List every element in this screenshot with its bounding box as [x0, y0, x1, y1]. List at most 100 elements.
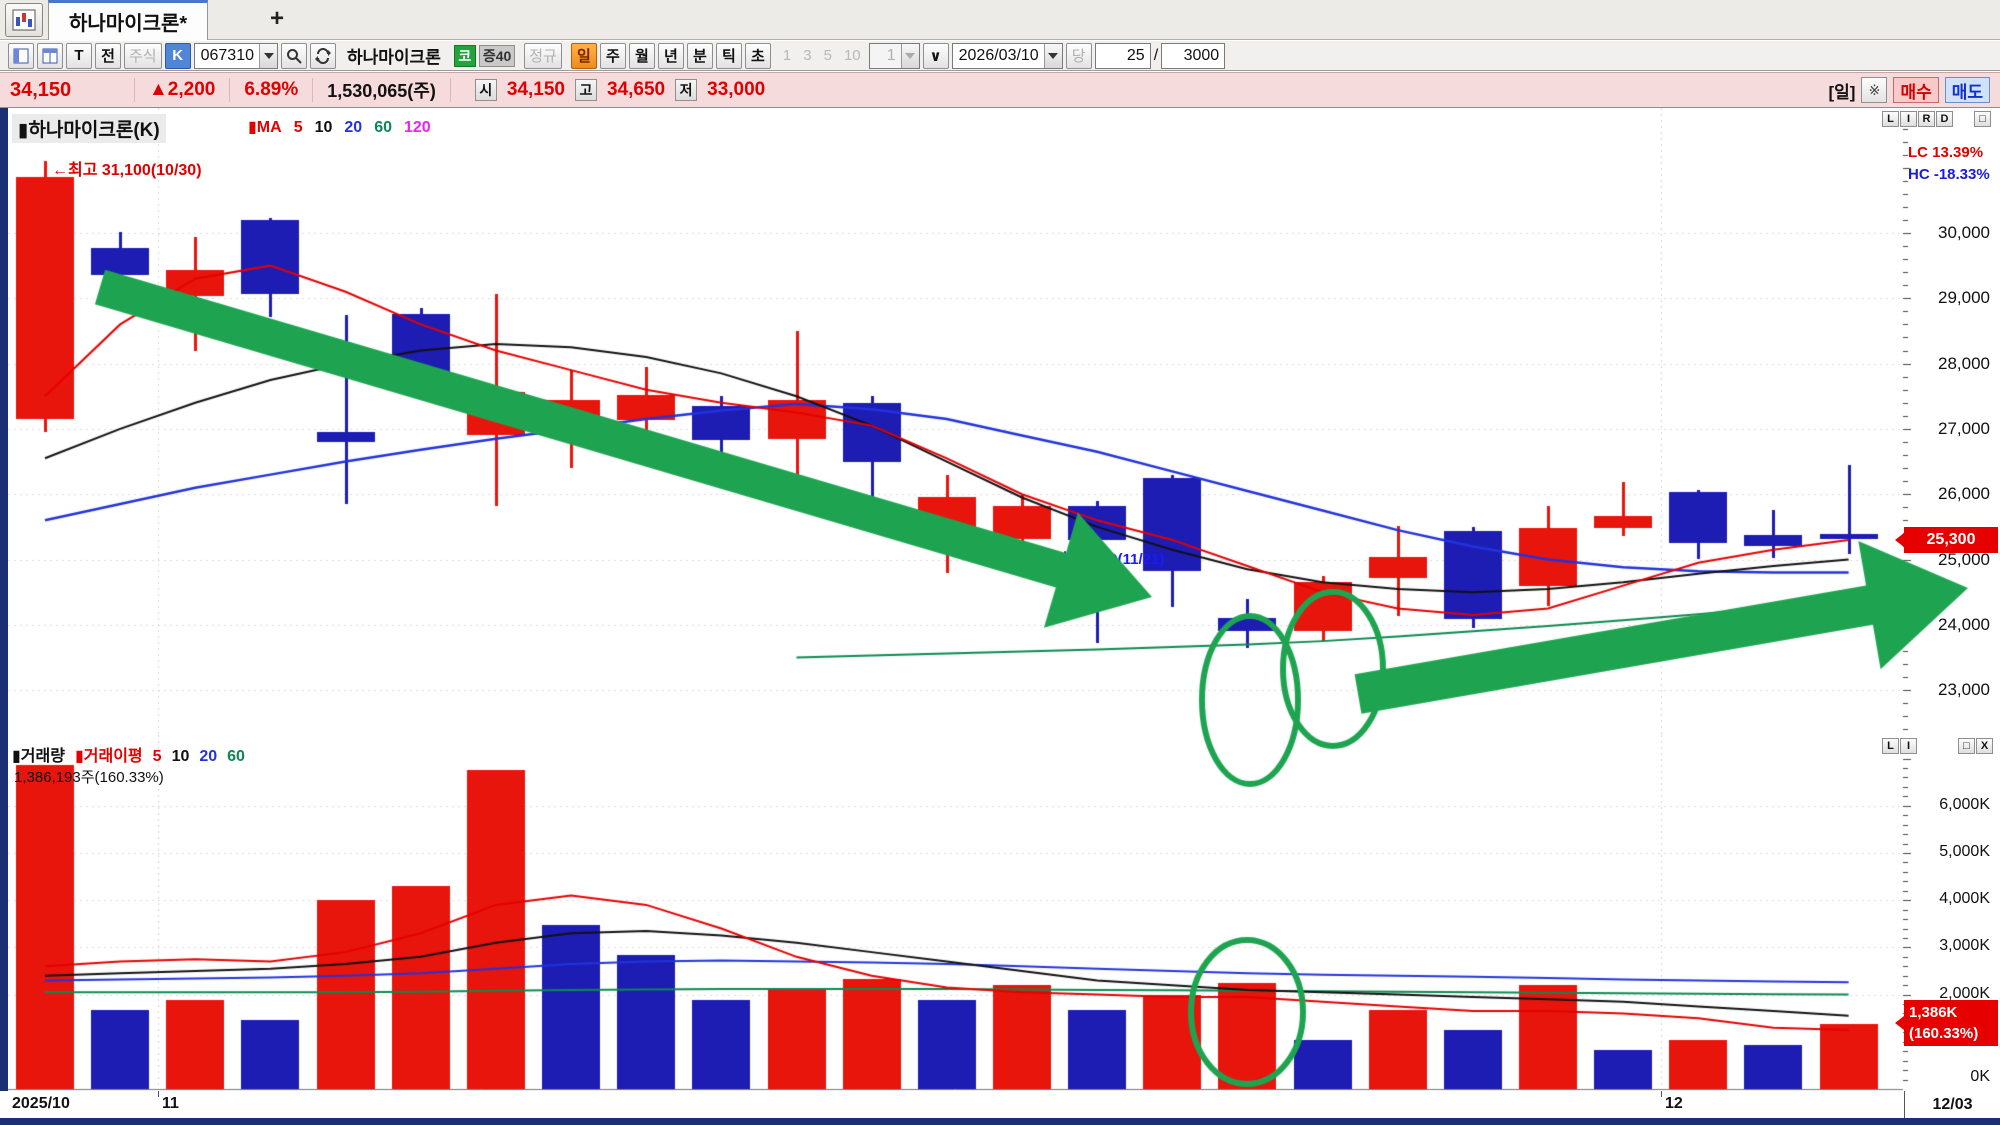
corner-button-d[interactable]: D — [1936, 111, 1953, 127]
chart-app-icon[interactable] — [5, 3, 43, 37]
dropdown-arrow-icon[interactable] — [900, 43, 919, 68]
badge-arrow-icon — [1895, 533, 1904, 547]
ma-period-5: 5 — [293, 119, 303, 136]
stock-code-value: 067310 — [200, 46, 254, 64]
window-bottom-edge — [0, 1118, 2000, 1125]
tab-title: 하나마이크론* — [69, 13, 188, 35]
layout-left-icon[interactable] — [8, 42, 34, 69]
check-button[interactable]: ∨ — [922, 42, 949, 69]
minute-number-group: 1 3 5 10 — [778, 47, 866, 64]
period-button-초[interactable]: 초 — [744, 42, 771, 69]
price-tick-24000: 24,000 — [1938, 614, 1990, 634]
minute-option-3[interactable]: 3 — [803, 47, 812, 64]
volume-ma-period-20: 20 — [199, 748, 218, 765]
price-tick-26000: 26,000 — [1938, 484, 1990, 504]
volume-summary: 1,386,193주(160.33%) — [14, 769, 164, 786]
interval-tag: [일] — [1828, 82, 1856, 102]
last-date-label: 12/03 — [1904, 1091, 2000, 1118]
open-price: 34,150 — [506, 79, 565, 100]
k-chart-button[interactable]: K — [164, 42, 191, 69]
traded-volume: 1,530,065(주) — [327, 81, 436, 101]
volume-axis-badge: 1,386K (160.33%) — [1895, 1000, 1998, 1046]
date-picker[interactable]: 2026/03/10 — [951, 42, 1063, 69]
corner-button-i[interactable]: I — [1900, 111, 1917, 127]
tab-stock-chart[interactable]: 하나마이크론* — [48, 0, 209, 40]
period-button-월[interactable]: 월 — [628, 42, 655, 69]
ma-period-120: 120 — [403, 119, 431, 136]
price-change-pct: 6.89% — [244, 79, 299, 100]
regular-session-button[interactable]: 정규 — [524, 42, 562, 69]
price-tick-30000: 30,000 — [1938, 223, 1990, 242]
current-price: 34,150 — [10, 78, 72, 101]
volume-tick-0: 0K — [1970, 1068, 1990, 1085]
current-price-axis-badge: 25,300 — [1895, 527, 1998, 553]
minute-option-1[interactable]: 1 — [782, 47, 792, 64]
low-price: 33,000 — [707, 79, 766, 100]
volume-tick-5000: 5,000K — [1939, 843, 1990, 860]
sell-button[interactable]: 매도 — [1944, 77, 1990, 103]
price-bar-right-group: [일] ※ 매수 매도 — [1828, 77, 1990, 103]
stock-type-button[interactable]: 주식 — [124, 42, 162, 69]
ma-period-10: 10 — [314, 119, 333, 136]
dang-button[interactable]: 당 — [1065, 42, 1092, 69]
stock-name: 하나마이크론 — [347, 48, 441, 67]
price-chart-canvas[interactable] — [8, 108, 2000, 735]
slash-separator: / — [1153, 46, 1159, 64]
volume-badge-value: 1,386K — [1909, 1004, 1958, 1021]
volume-chart-canvas[interactable] — [8, 735, 2000, 1091]
bar-count-input[interactable] — [1094, 42, 1151, 69]
period-button-틱[interactable]: 틱 — [715, 42, 742, 69]
refresh-icon — [315, 47, 331, 64]
close-icon[interactable]: X — [1976, 738, 1993, 754]
dropdown-arrow-icon[interactable] — [1043, 43, 1062, 68]
minute-combo[interactable]: 1 — [868, 42, 920, 69]
period-button-년[interactable]: 년 — [657, 42, 684, 69]
highest-price-annotation: ←최고 31,100(10/30) — [52, 162, 202, 179]
stock-code-combo[interactable]: 067310 — [193, 42, 278, 69]
refresh-button[interactable] — [310, 42, 336, 69]
search-icon — [287, 48, 302, 64]
date-axis-bar: 12/03 2025/10 11 12 — [0, 1091, 2000, 1118]
margin-badge: 증40 — [478, 44, 516, 67]
ma-period-60: 60 — [374, 119, 392, 136]
search-button[interactable] — [281, 42, 307, 69]
volume-ma-legend-label: ▮거래이평 — [74, 748, 143, 765]
layout-grid-icon[interactable] — [37, 42, 63, 69]
period-day-button[interactable]: 일 — [570, 42, 597, 69]
date-label-12: 12 — [1665, 1095, 1683, 1112]
minute-option-5[interactable]: 5 — [823, 47, 832, 64]
previous-button[interactable]: 전 — [95, 42, 121, 69]
new-tab-button[interactable]: + — [269, 5, 284, 32]
tab-bar: 하나마이크론* + — [0, 0, 2000, 40]
volume-tick-6000: 6,000K — [1939, 795, 1990, 813]
month-tick — [1661, 1091, 1662, 1097]
maximize-icon[interactable]: □ — [1974, 111, 1991, 127]
corner-button-l[interactable]: L — [1882, 738, 1899, 754]
chart-settings-button[interactable]: ※ — [1861, 77, 1888, 103]
period-button-주[interactable]: 주 — [599, 42, 626, 69]
volume-tick-4000: 4,000K — [1939, 890, 1990, 908]
price-tick-29000: 29,000 — [1938, 288, 1990, 308]
date-value: 2026/03/10 — [958, 46, 1039, 64]
buy-button[interactable]: 매수 — [1893, 77, 1939, 103]
volume-ma-period-60: 60 — [227, 748, 245, 765]
window-left-edge — [0, 108, 8, 1118]
month-tick — [158, 1091, 159, 1097]
text-tool-button[interactable]: T — [66, 42, 92, 69]
total-count-input[interactable] — [1161, 42, 1226, 69]
lowest-price-annotation: 최저 23,650(11/21) — [1040, 551, 1165, 568]
grid-pane-icon — [42, 48, 58, 63]
corner-button-l[interactable]: L — [1882, 111, 1899, 127]
period-button-분[interactable]: 분 — [686, 42, 713, 69]
maximize-icon[interactable]: □ — [1958, 738, 1975, 754]
dropdown-arrow-icon[interactable] — [259, 43, 277, 68]
minute-combo-value: 1 — [886, 46, 896, 64]
corner-button-i[interactable]: I — [1900, 738, 1917, 754]
kosdaq-badge: 코 — [453, 44, 476, 67]
corner-button-r[interactable]: R — [1918, 111, 1935, 127]
minute-option-10[interactable]: 10 — [843, 47, 861, 64]
